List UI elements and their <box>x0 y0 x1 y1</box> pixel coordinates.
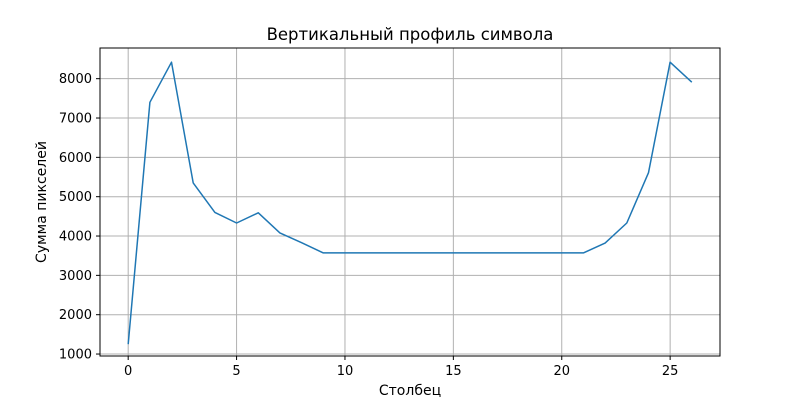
x-tick-label: 25 <box>662 364 679 379</box>
x-tick-label: 5 <box>232 364 240 379</box>
y-tick-label: 4000 <box>59 230 92 245</box>
y-tick-label: 1000 <box>59 348 92 363</box>
y-tick-label: 5000 <box>59 190 92 205</box>
grid <box>100 48 720 356</box>
series <box>128 62 692 344</box>
y-axis-label: Сумма пикселей <box>34 141 50 263</box>
chart-title: Вертикальный профиль символа <box>267 25 554 44</box>
x-tick-label: 15 <box>445 364 462 379</box>
x-tick-label: 20 <box>553 364 570 379</box>
y-tick-label: 6000 <box>59 151 92 166</box>
y-tick-label: 2000 <box>59 308 92 323</box>
plot-frame <box>100 48 720 356</box>
y-tick-label: 7000 <box>59 112 92 127</box>
x-axis-label: Столбец <box>379 383 441 399</box>
x-tick-label: 10 <box>337 364 354 379</box>
y-tick-label: 3000 <box>59 269 92 284</box>
series-line <box>128 62 692 344</box>
x-tick-label: 0 <box>124 364 132 379</box>
y-tick-label: 8000 <box>59 72 92 87</box>
